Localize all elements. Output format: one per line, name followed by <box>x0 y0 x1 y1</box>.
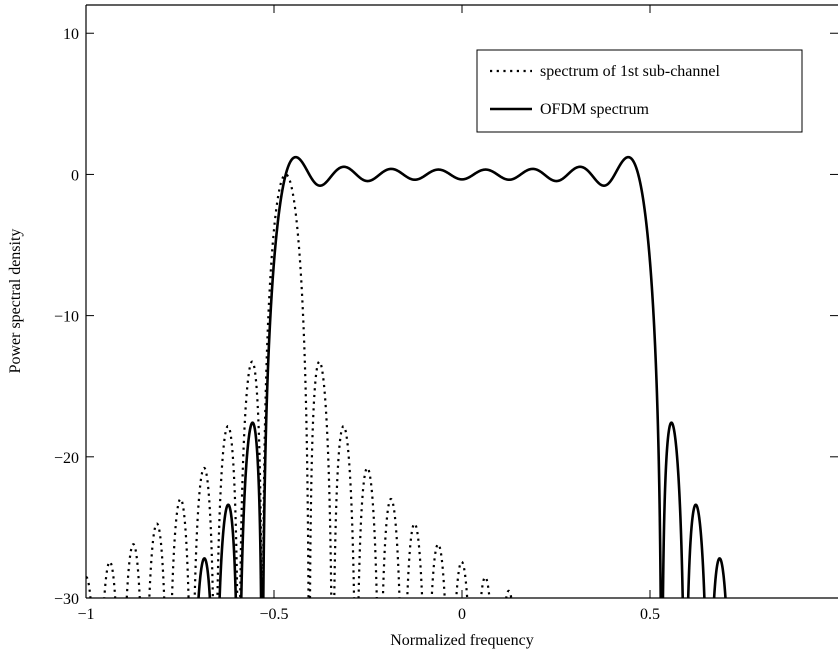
series-ofdm-line <box>179 155 745 598</box>
y-tick-label: −10 <box>54 309 79 326</box>
y-tick-label: −30 <box>54 591 79 608</box>
y-tick-label: 0 <box>71 167 79 184</box>
x-tick-label: −0.5 <box>259 606 288 623</box>
legend-label-ofdm: OFDM spectrum <box>540 101 649 118</box>
x-axis-title: Normalized frequency <box>390 632 533 649</box>
y-tick-label: 10 <box>63 26 79 43</box>
axis-ticks: −1 −0.5 0 0.5 10 0 −10 −20 −30 <box>54 5 838 623</box>
series-sub-channel-line <box>86 173 513 598</box>
x-tick-label: 0.5 <box>640 606 660 623</box>
legend-box <box>476 49 803 133</box>
y-tick-label: −20 <box>54 450 79 467</box>
x-tick-label: −1 <box>77 606 94 623</box>
legend: spectrum of 1st sub-channel OFDM spectru… <box>476 49 803 133</box>
y-axis-title: Power spectral density <box>7 229 24 374</box>
legend-label-sub-channel: spectrum of 1st sub-channel <box>540 63 721 80</box>
x-tick-label: 0 <box>458 606 466 623</box>
series-layer <box>86 155 745 598</box>
